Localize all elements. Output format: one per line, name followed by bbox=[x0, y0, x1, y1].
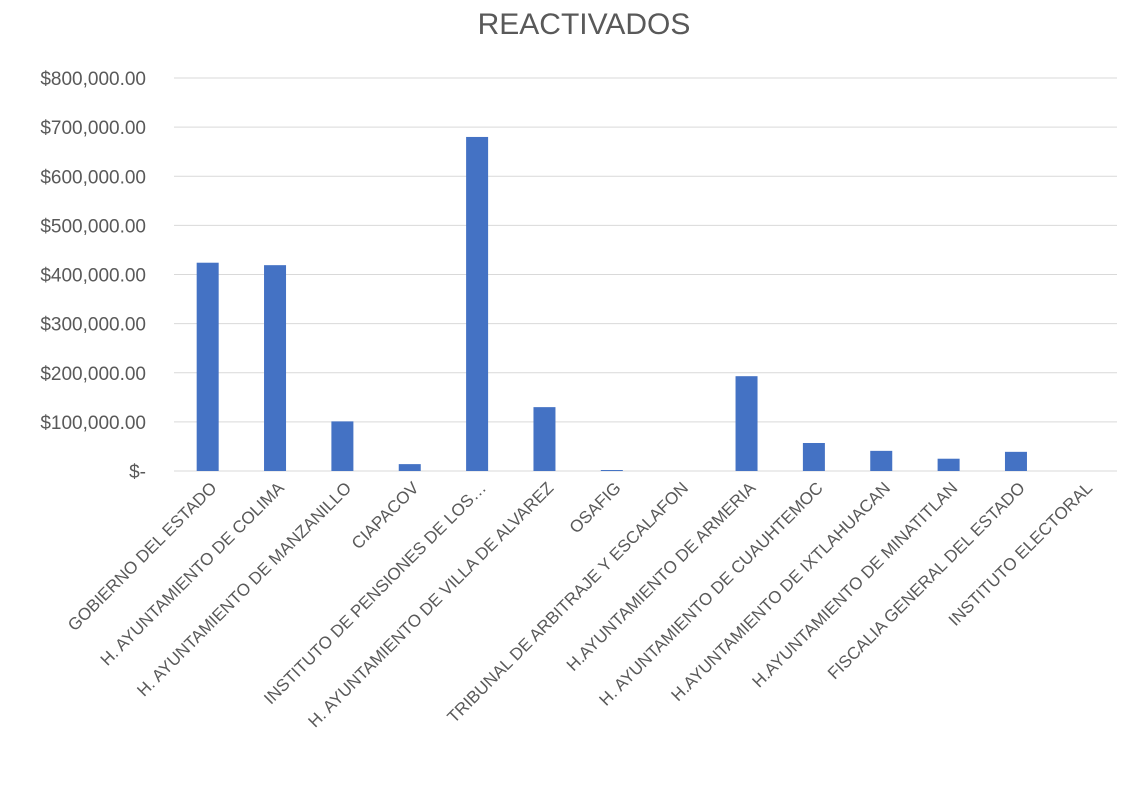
y-tick-label: $100,000.00 bbox=[40, 413, 146, 434]
y-tick-label: $500,000.00 bbox=[40, 216, 146, 237]
chart-title: REACTIVADOS bbox=[478, 8, 691, 41]
y-tick-label: $300,000.00 bbox=[40, 315, 146, 336]
bar bbox=[1004, 451, 1027, 471]
x-category-label: INSTITUTO ELECTORAL bbox=[945, 478, 1096, 629]
bar bbox=[870, 450, 893, 471]
y-axis-tick-labels: $- $100,000.00 $200,000.00 $300,000.00 $400,… bbox=[40, 69, 146, 483]
bar bbox=[398, 464, 421, 471]
x-category-label: OSAFIG bbox=[566, 478, 625, 537]
y-tick-label: $200,000.00 bbox=[40, 364, 146, 385]
bar bbox=[735, 376, 758, 471]
gridlines bbox=[174, 77, 1117, 472]
bar bbox=[533, 407, 556, 471]
bar bbox=[937, 458, 960, 471]
bar bbox=[196, 262, 219, 471]
bar bbox=[466, 136, 489, 471]
y-tick-label: $700,000.00 bbox=[40, 118, 146, 139]
bar bbox=[264, 265, 287, 471]
y-tick-label: $800,000.00 bbox=[40, 69, 146, 90]
bar bbox=[600, 470, 623, 471]
bars bbox=[196, 136, 1027, 471]
bar bbox=[331, 421, 354, 471]
x-category-label: TRIBUNAL DE ARBITRAJE Y ESCALAFON bbox=[444, 478, 692, 726]
bar bbox=[802, 442, 825, 471]
y-tick-label: $400,000.00 bbox=[40, 266, 146, 287]
y-tick-label: $- bbox=[129, 462, 146, 483]
y-tick-label: $600,000.00 bbox=[40, 167, 146, 188]
x-category-label: H. AYUNTAMIENTO DE VILLA DE ALVAREZ bbox=[304, 478, 557, 731]
